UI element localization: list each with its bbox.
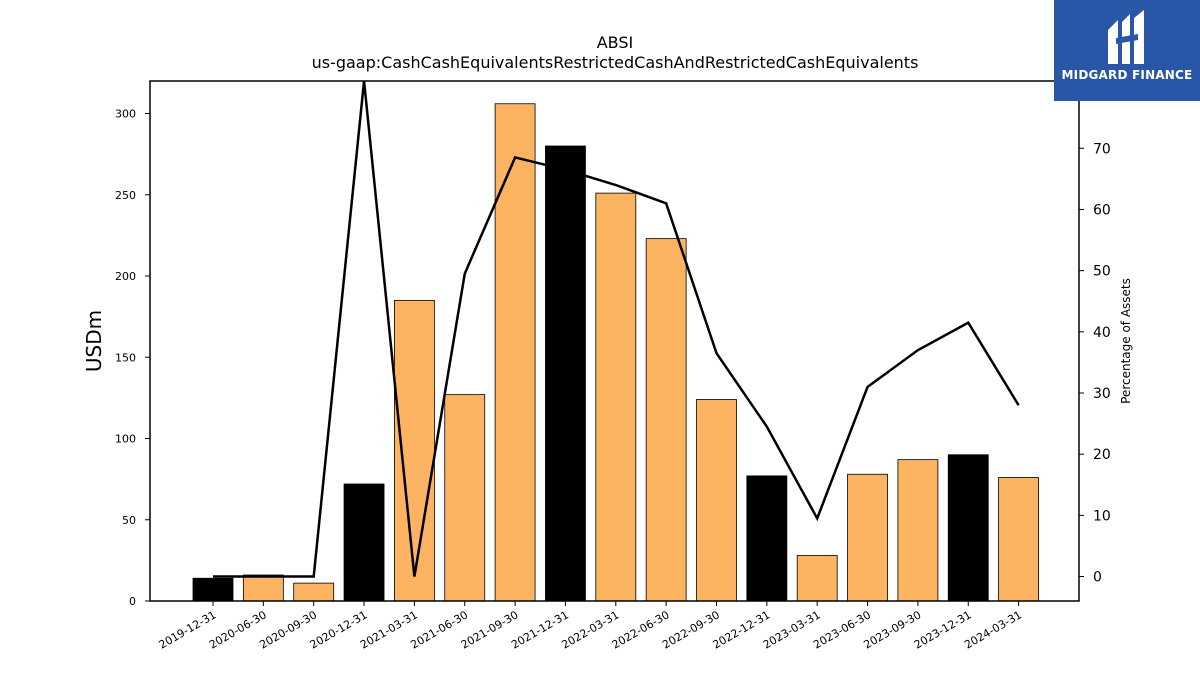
y-axis-left: 0 50 100 150 200 250 300 [115,108,150,608]
y2-tick-label: 20 [1093,447,1111,463]
y-tick-label: 150 [115,351,136,364]
bar-2023-06-30 [847,473,888,602]
y-tick-label: 300 [115,108,136,121]
x-tick-label: 2024-03-31 [962,608,1024,651]
y2-tick-label: 0 [1093,570,1102,586]
bar-2023-09-30 [897,459,939,602]
bar-2020-12-31 [343,483,385,602]
y-tick-label: 250 [115,189,136,202]
brand-name: MIDGARD FINANCE [1061,68,1193,82]
chart-subtitle: us-gaap:CashCashEquivalentsRestrictedCas… [312,53,919,72]
line-group [213,80,1020,578]
y2-tick-label: 10 [1093,508,1111,524]
bar-2019-12-31 [192,577,234,602]
y-axis-right: 0 10 20 30 40 50 60 70 [1079,141,1111,586]
brand-logo: MIDGARD FINANCE [1054,0,1200,101]
y-tick-label: 0 [129,595,136,608]
bar-2020-06-30 [242,574,284,602]
bar-group [192,103,1039,602]
bar-2022-12-31 [746,475,788,602]
bar-2022-09-30 [696,399,737,602]
y-tick-label: 100 [115,433,136,446]
bar-2022-03-31 [595,192,637,602]
bar-2021-06-30 [444,394,486,602]
chart-title: ABSI [597,33,634,52]
bar-2024-03-31 [998,477,1039,602]
y2-tick-label: 50 [1093,264,1111,280]
y2-tick-label: 30 [1093,386,1111,402]
y-tick-label: 200 [115,270,136,283]
bar-2022-06-30 [645,238,687,602]
midgard-logo-icon [1108,10,1144,64]
bar-2021-12-31 [545,145,586,602]
y2-axis-label: Percentage of Assets [1119,278,1133,404]
line-percentage-of-assets [213,80,1020,578]
y-tick-label: 50 [122,514,136,527]
x-axis: 2019-12-312020-06-302020-09-302020-12-31… [157,601,1024,652]
bar-2023-12-31 [947,454,989,602]
bar-2023-03-31 [796,555,838,602]
y-axis-label: USDm [82,310,106,372]
y2-tick-label: 40 [1093,325,1111,341]
y2-tick-label: 60 [1093,202,1111,218]
y2-tick-label: 70 [1093,141,1111,157]
plot-frame [149,80,1080,602]
bar-2021-09-30 [494,103,536,602]
bar-2020-09-30 [293,582,335,602]
